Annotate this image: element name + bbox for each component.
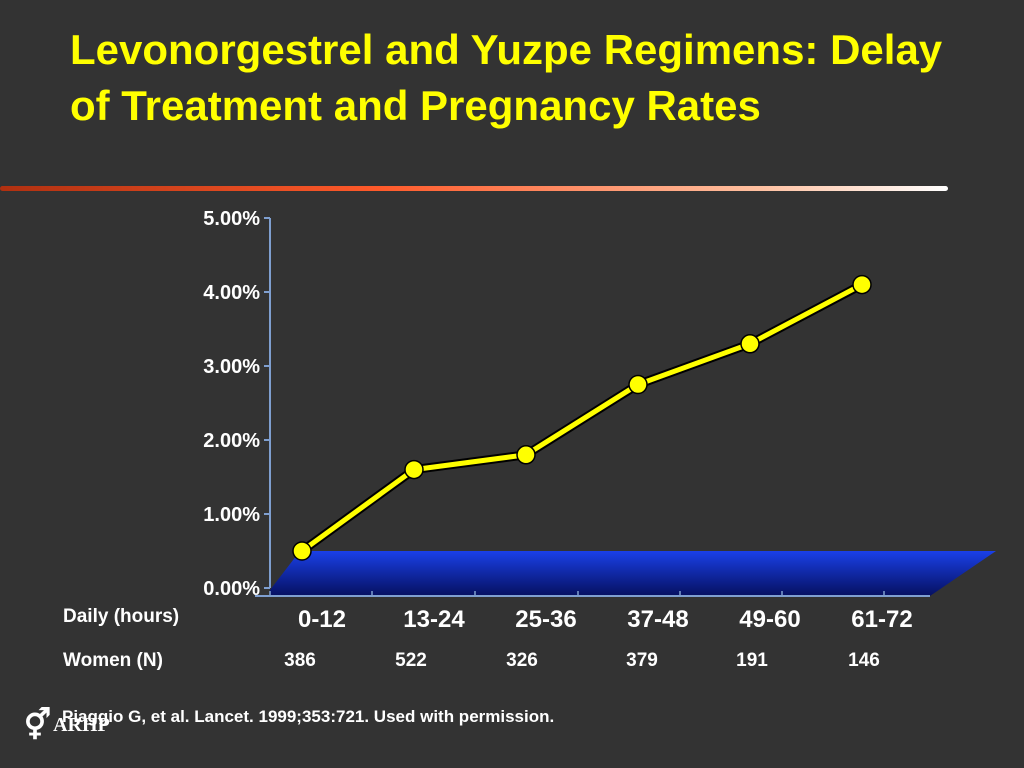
gender-symbol-icon: ⚥ <box>24 709 52 742</box>
arhp-logo: ⚥ ARHP <box>24 708 110 743</box>
y-tick-label: 0.00% <box>203 578 260 600</box>
series-line <box>300 282 864 554</box>
x-category-label: 0-12 <box>298 606 346 633</box>
data-point-25-36 <box>516 445 536 465</box>
daily-hours-row-label: Daily (hours) <box>63 606 180 627</box>
data-point-37-48 <box>628 374 648 395</box>
data-point-49-60 <box>740 334 760 354</box>
women-n-value: 522 <box>395 650 427 671</box>
y-tick-label: 5.00% <box>203 208 260 230</box>
x-category-label: 61-72 <box>851 606 912 633</box>
y-tick-label: 1.00% <box>203 504 260 526</box>
slide-title: Levonorgestrel and Yuzpe Regimens: Delay… <box>70 26 943 129</box>
x-category-label: 13-24 <box>403 606 465 633</box>
data-point-13-24 <box>404 459 424 480</box>
women-n-value: 386 <box>284 650 316 671</box>
x-category-label: 37-48 <box>627 606 688 633</box>
data-point-0-12 <box>292 541 312 561</box>
title-underline <box>0 186 948 191</box>
women-n-value: 191 <box>736 650 768 671</box>
y-tick-label: 4.00% <box>203 282 260 304</box>
chart-floor <box>270 551 996 596</box>
data-point-61-72 <box>852 274 872 295</box>
y-tick-label: 3.00% <box>203 356 260 378</box>
women-n-value: 146 <box>848 650 880 671</box>
citation: Piaggio G, et al. Lancet. 1999;353:721. … <box>62 707 555 726</box>
y-tick-label: 2.00% <box>203 430 260 452</box>
x-category-label: 25-36 <box>515 606 576 633</box>
logo-text: ARHP <box>53 714 110 736</box>
women-n-value: 379 <box>626 650 658 671</box>
women-n-value: 326 <box>506 650 538 671</box>
x-category-label: 49-60 <box>739 606 800 633</box>
women-n-row-label: Women (N) <box>63 650 163 671</box>
